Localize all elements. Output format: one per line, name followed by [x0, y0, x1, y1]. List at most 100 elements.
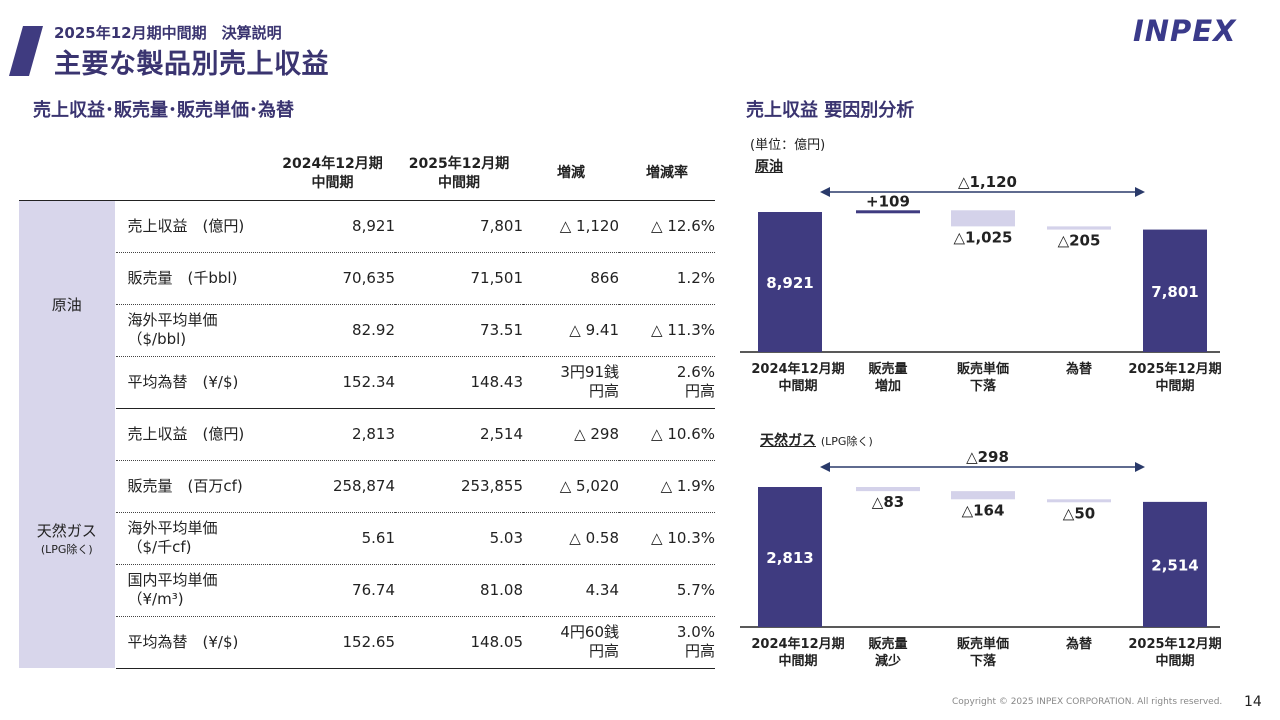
category-label: 2024年12月期: [751, 636, 844, 652]
waterfall-bar: [856, 487, 920, 492]
category-label: 中間期: [778, 653, 817, 669]
value-change: △ 9.41: [523, 304, 619, 357]
value-rate: △ 10.6%: [619, 408, 715, 461]
value-rate: △ 10.3%: [619, 512, 715, 565]
row-item: 国内平均単価 （¥/m³): [115, 564, 270, 617]
category-cell: 天然ガス (LPG除く): [19, 408, 116, 668]
data-label: △1,025: [954, 228, 1013, 246]
category-label: 販売単価: [957, 636, 1009, 652]
col-header-change: 増減: [523, 148, 619, 201]
category-label: 中間期: [1155, 378, 1194, 394]
waterfall-bar: [856, 210, 920, 214]
value-2025: 73.51: [395, 304, 523, 357]
data-label: 8,921: [766, 274, 813, 292]
waterfall-bar: [758, 212, 822, 352]
value-change: △ 1,120: [523, 200, 619, 253]
row-item: 売上収益 (億円): [115, 408, 270, 461]
waterfall-bar: [951, 491, 1015, 500]
col-header-2025: 2025年12月期 中間期: [395, 148, 523, 201]
category-note: (LPG除く): [40, 542, 93, 556]
sales-table: 2024年12月期 中間期 2025年12月期 中間期 増減 増減率 原油売上収…: [19, 148, 715, 669]
row-item: 平均為替 (¥/$): [115, 616, 270, 669]
col-header-2024: 2024年12月期 中間期: [270, 148, 395, 201]
value-rate: 2.6% 円高: [619, 356, 715, 409]
table-row: 販売量 (千bbl) 70,635 71,501 866 1.2%: [19, 252, 715, 305]
category-label: 増加: [875, 378, 901, 394]
data-label: △205: [1058, 232, 1101, 250]
total-change-label: △1,120: [958, 173, 1017, 191]
value-change: 3円91銭 円高: [523, 356, 619, 409]
value-rate: 5.7%: [619, 564, 715, 617]
value-2025: 7,801: [395, 200, 523, 253]
data-label: △83: [872, 493, 904, 511]
arrow-head-left: [820, 187, 830, 197]
value-2024: 2,813: [270, 408, 395, 461]
accent-bar: [9, 26, 43, 76]
row-item: 海外平均単価 （$/千cf): [115, 512, 270, 565]
data-label: 2,813: [766, 549, 813, 567]
table-row: 海外平均単価 （$/千cf) 5.61 5.03 △ 0.58 △ 10.3%: [19, 512, 715, 565]
waterfall-bar: [1047, 226, 1111, 230]
category-label: 為替: [1066, 636, 1093, 652]
waterfall-bar: [1143, 501, 1207, 627]
category-label: 2025年12月期: [1128, 636, 1221, 652]
gas-chart-title: 天然ガス (LPG除く): [760, 430, 873, 450]
value-2024: 152.34: [270, 356, 395, 409]
crude-chart-title: 原油: [755, 159, 783, 175]
category-label: 中間期: [1155, 653, 1194, 669]
value-2024: 258,874: [270, 460, 395, 513]
value-2024: 70,635: [270, 252, 395, 305]
waterfall-bar: [758, 487, 822, 627]
data-label: 7,801: [1151, 283, 1198, 301]
row-item: 海外平均単価 （$/bbl): [115, 304, 270, 357]
col-header-rate: 増減率: [619, 148, 715, 201]
row-item: 売上収益 (億円): [115, 200, 270, 253]
category-label: 販売量: [868, 361, 907, 377]
category-label: 為替: [1066, 361, 1093, 377]
row-item: 販売量 (百万cf): [115, 460, 270, 513]
value-2024: 76.74: [270, 564, 395, 617]
table-row: 国内平均単価 （¥/m³) 76.74 81.08 4.34 5.7%: [19, 564, 715, 617]
copyright: Copyright © 2025 INPEX CORPORATION. All …: [952, 697, 1223, 707]
value-rate: △ 1.9%: [619, 460, 715, 513]
value-change: 866: [523, 252, 619, 305]
data-label: 2,514: [1151, 556, 1198, 574]
total-change-label: △298: [966, 448, 1009, 466]
category-label: 下落: [970, 378, 997, 394]
value-rate: △ 12.6%: [619, 200, 715, 253]
category-label: 販売量: [868, 636, 907, 652]
waterfall-bar: [951, 210, 1015, 227]
gas-chart-title-main: 天然ガス: [760, 433, 816, 449]
page-number: 14: [1244, 694, 1262, 710]
value-change: 4.34: [523, 564, 619, 617]
category-label: 減少: [875, 653, 901, 669]
right-section-title: 売上収益 要因別分析: [746, 100, 915, 121]
value-rate: 1.2%: [619, 252, 715, 305]
category-label: 下落: [970, 653, 997, 669]
value-2024: 152.65: [270, 616, 395, 669]
value-2024: 8,921: [270, 200, 395, 253]
row-item: 販売量 (千bbl): [115, 252, 270, 305]
arrow-head-left: [820, 462, 830, 472]
gas-chart-title-note: (LPG除く): [820, 435, 873, 448]
inpex-logo: INPEX: [1133, 14, 1237, 48]
value-2025: 148.43: [395, 356, 523, 409]
category-label: 2024年12月期: [751, 361, 844, 377]
value-change: 4円60銭 円高: [523, 616, 619, 669]
value-change: △ 0.58: [523, 512, 619, 565]
arrow-head-right: [1135, 187, 1145, 197]
unit-label: (単位：億円): [750, 138, 826, 153]
value-2025: 71,501: [395, 252, 523, 305]
table-row: 平均為替 (¥/$) 152.65 148.05 4円60銭 円高 3.0% 円高: [19, 616, 715, 669]
value-2025: 2,514: [395, 408, 523, 461]
table-row: 原油 売上収益 (億円) 8,921 7,801 △ 1,120 △ 12.6%: [19, 200, 715, 408]
category-label: 原油: [51, 295, 82, 314]
page-subtitle: 2025年12月期中間期 決算説明: [54, 24, 282, 42]
category-label: 中間期: [778, 378, 817, 394]
data-label: △164: [962, 501, 1005, 519]
left-section-title: 売上収益･販売量･販売単価･為替: [33, 100, 294, 121]
category-label: 天然ガス: [36, 521, 97, 540]
data-label: △50: [1063, 504, 1095, 522]
